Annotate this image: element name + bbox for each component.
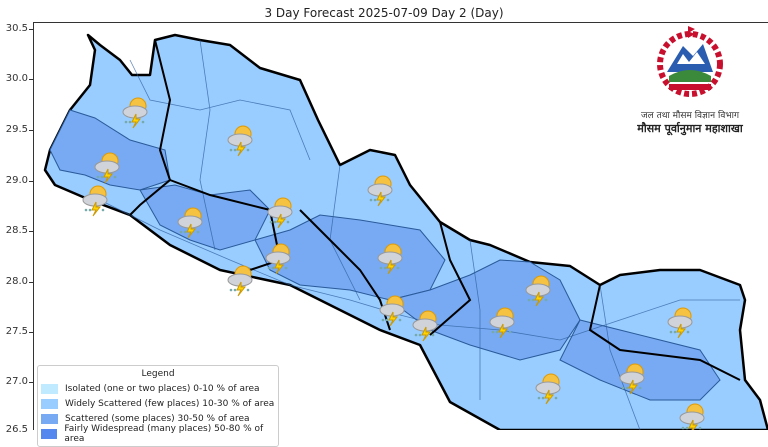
thunderstorm-rain-icon [367,175,393,207]
thunderstorm-rain-icon [82,185,108,217]
y-tick: 29.0 [5,175,28,186]
y-tick: 30.0 [5,73,28,84]
nepal-map [43,33,768,430]
thunderstorm-rain-icon [412,310,438,342]
legend-item: Isolated (one or two places) 0-10 % of a… [38,381,278,396]
legend: Legend Isolated (one or two places) 0-10… [37,365,279,447]
nepal-emblem-icon [657,26,723,97]
region-koshi [559,319,721,401]
map-plot-area [33,22,768,430]
thunderstorm-rain-icon [227,125,253,157]
legend-label: Isolated (one or two places) 0-10 % of a… [65,383,260,394]
legend-item: Fairly Widespread (many places) 50-80 % … [38,423,278,444]
thunderstorm-rain-icon [122,97,148,129]
weather-icons [82,97,705,430]
y-tick: 28.5 [5,225,28,236]
thunderstorm-rain-icon [489,307,515,339]
thunderstorm-rain-icon [377,243,403,275]
thunderstorm-rain-icon [177,207,203,239]
thunderstorm-rain-icon [525,275,551,307]
thunderstorm-rain-icon [227,265,253,297]
thunderstorm-rain-icon [267,197,293,229]
region-karnali [139,184,271,251]
y-tick: 27.5 [5,326,28,337]
y-tick: 27.0 [5,376,28,387]
y-tick: 30.5 [5,23,28,34]
dhm-logo: जल तथा मौसम विज्ञान विभाग मौसम पूर्वानुम… [625,24,755,136]
legend-item: Widely Scattered (few places) 10-30 % of… [38,396,278,411]
legend-label: Fairly Widespread (many places) 50-80 % … [64,423,264,444]
legend-label: Scattered (some places) 30-50 % of area [65,413,250,424]
y-tick: 28.0 [5,276,28,287]
logo-division-text: मौसम पूर्वानुमान महाशाखा [637,122,743,135]
thunderstorm-rain-icon [265,243,291,275]
scattered-regions [49,109,721,401]
map-title: 3 Day Forecast 2025-07-09 Day 2 (Day) [264,6,504,20]
thunderstorm-rain-icon [535,373,561,405]
legend-title: Legend [141,369,175,379]
thunderstorm-rain-icon [379,295,405,327]
y-tick: 29.5 [5,124,28,135]
legend-item: Scattered (some places) 30-50 % of area [38,411,278,426]
thunderstorm-rain-icon [667,307,693,339]
thunderstorm-rain-icon [679,403,705,430]
region-gandaki [254,214,446,301]
logo-department-text: जल तथा मौसम विज्ञान विभाग [640,111,740,121]
legend-label: Widely Scattered (few places) 10-30 % of… [65,398,275,409]
thunderstorm-rain-icon [619,363,645,395]
thunderstorm-rain-icon [94,152,120,184]
